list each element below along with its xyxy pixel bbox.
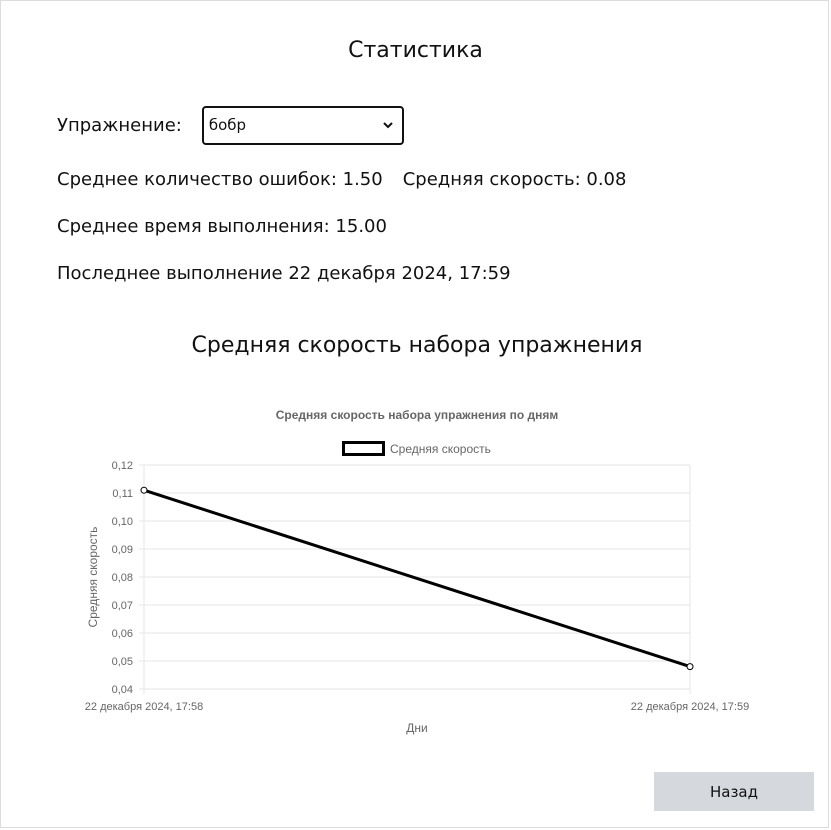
y-tick-label: 0,05 <box>112 656 133 668</box>
data-point <box>686 663 694 671</box>
stats-row-errors-speed: Среднее количество ошибок: 1.50 Средняя с… <box>57 169 626 190</box>
y-axis-ticks: 0,12 0,11 0,10 0,09 0,08 0,07 0,06 0,05 0,04 <box>112 460 133 696</box>
chart-title: Средняя скорость набора упражнения по дн… <box>276 408 559 422</box>
exercise-select[interactable]: бобр <box>201 105 404 145</box>
x-tick-label: 22 декабря 2024, 17:59 <box>631 701 749 713</box>
data-point <box>140 486 148 494</box>
avg-speed-text: Средняя скорость: 0.08 <box>402 169 627 190</box>
exercise-label: Упражнение: <box>57 114 182 136</box>
x-tick-label: 22 декабря 2024, 17:58 <box>85 701 203 713</box>
avg-time-text: Среднее время выполнения: 15.00 <box>57 216 387 237</box>
y-axis-label: Средняя скорость <box>86 527 100 628</box>
y-tick-label: 0,04 <box>112 684 133 696</box>
y-tick-label: 0,10 <box>112 516 133 528</box>
chevron-down-icon <box>383 122 393 129</box>
page-title: Статистика <box>348 38 483 63</box>
x-axis-ticks: 22 декабря 2024, 17:58 22 декабря 2024, 1… <box>85 701 749 713</box>
x-axis-label: Дни <box>406 721 427 735</box>
back-button[interactable]: Назад <box>654 772 814 811</box>
legend-swatch <box>342 441 385 456</box>
exercise-row: Упражнение: бобр <box>57 105 404 145</box>
chart-series <box>140 486 694 671</box>
y-tick-label: 0,08 <box>112 572 133 584</box>
legend-label: Средняя скорость <box>390 442 491 456</box>
series-line <box>143 488 691 669</box>
avg-errors-text: Среднее количество ошибок: 1.50 <box>57 169 383 190</box>
chart-grid <box>139 464 691 694</box>
y-tick-label: 0,09 <box>112 544 133 556</box>
last-run-text: Последнее выполнение 22 декабря 2024, 17… <box>57 263 511 284</box>
y-tick-label: 0,07 <box>112 600 133 612</box>
chart-section-heading: Средняя скорость набора упражнения <box>191 333 643 358</box>
y-tick-label: 0,11 <box>112 488 133 500</box>
y-tick-label: 0,12 <box>112 460 133 472</box>
speed-line-chart: Средняя скорость набора упражнения по дн… <box>85 408 749 735</box>
exercise-select-value: бобр <box>208 116 247 134</box>
y-tick-label: 0,06 <box>112 628 133 640</box>
